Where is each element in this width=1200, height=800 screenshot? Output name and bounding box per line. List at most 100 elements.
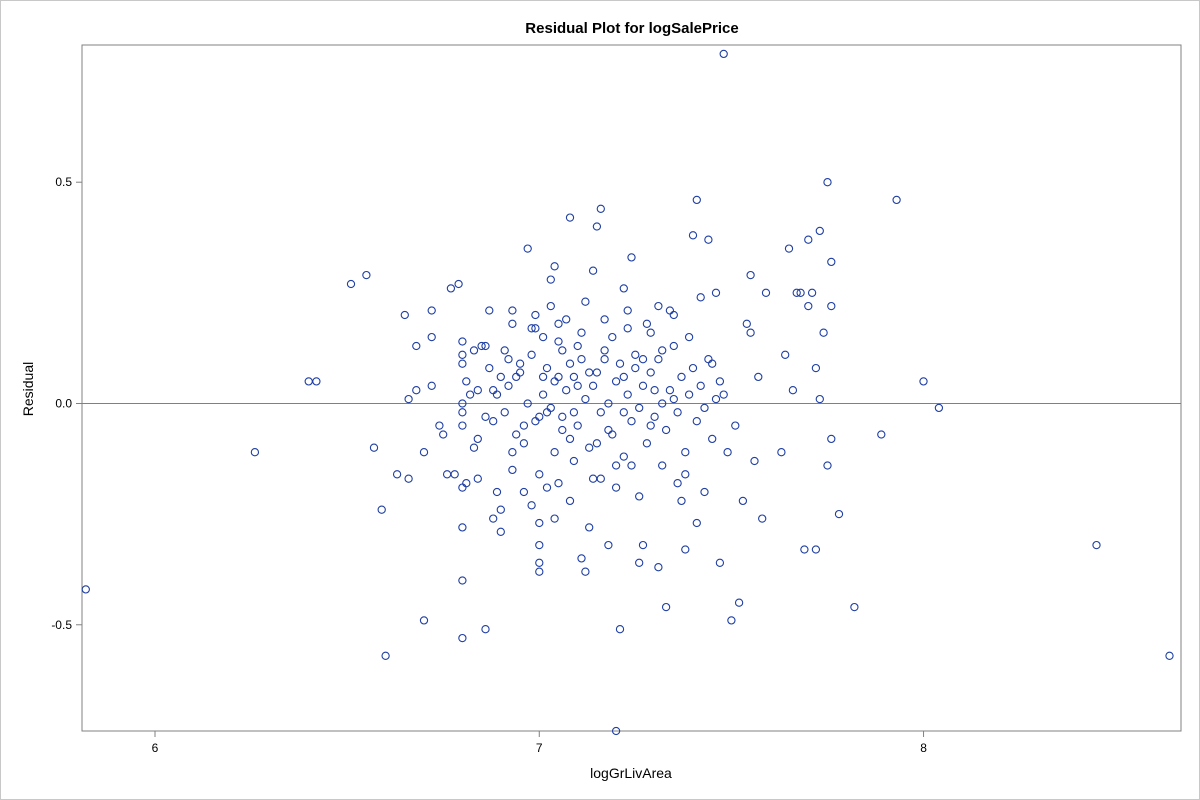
data-point [477,341,486,351]
data-point [515,359,525,368]
data-point [681,448,690,457]
data-point [538,372,548,382]
data-point [508,319,517,328]
data-point [761,288,771,297]
data-point [604,540,613,550]
data-point [573,381,582,390]
data-point [458,359,467,368]
y-axis-label: Residual [20,362,36,416]
data-point [711,394,721,404]
data-point [496,505,505,514]
data-point [458,633,467,643]
data-point [473,434,482,444]
data-point [508,448,517,457]
data-point [684,332,694,342]
data-point [481,625,490,634]
data-point [585,523,594,532]
x-tick-label: 8 [920,741,927,755]
data-point [669,310,678,320]
data-point [804,301,813,311]
data-point [400,310,409,320]
data-point [554,337,563,346]
data-point [727,616,736,625]
data-point [815,394,824,404]
data-point [519,439,529,448]
data-point [827,301,836,311]
data-point [577,355,586,364]
data-point [758,514,767,523]
data-point [934,403,944,413]
data-point [611,461,621,470]
data-point [458,399,467,408]
data-point [392,470,402,479]
data-point [635,558,644,567]
data-point [508,465,517,475]
data-point [834,509,844,519]
data-point [827,434,836,444]
data-point [677,372,686,382]
data-point [650,386,659,395]
data-point [646,328,655,337]
data-point [619,452,628,461]
data-point [558,412,567,421]
data-point [458,421,467,430]
data-point [527,324,536,333]
data-point [485,363,494,373]
data-point [562,315,571,324]
data-point [635,403,644,413]
data-point [565,359,575,368]
data-point [535,567,544,576]
data-point [469,443,479,452]
data-point [611,726,621,736]
y-tick-label: 0.5 [55,175,72,189]
data-point [635,492,644,501]
data-point [746,270,755,280]
data-point [535,518,544,528]
data-point [642,439,652,448]
data-point [569,408,579,417]
data-point [489,514,498,523]
data-point [558,425,567,435]
data-point [600,315,609,324]
data-point [800,545,809,554]
data-point [577,328,586,337]
data-point [427,381,436,390]
data-point [734,598,744,607]
data-point [673,408,682,417]
data-point [412,341,421,351]
data-point [619,284,628,293]
data-point [462,377,471,386]
data-point [581,567,590,576]
data-point [346,279,356,289]
data-point [623,390,632,399]
data-point [781,350,790,359]
data-point [496,527,505,536]
data-point [700,403,709,413]
data-point [500,346,509,355]
data-point [515,368,525,377]
data-point [627,253,636,262]
data-point [531,324,540,333]
data-point [661,602,671,612]
data-point [312,377,321,386]
data-point [623,324,632,333]
data-point [538,390,548,399]
data-point [458,523,467,532]
data-point [523,244,532,253]
data-point [588,474,598,483]
data-point [462,479,471,488]
data-point [496,372,505,382]
data-point [492,390,502,399]
data-point [684,390,694,399]
data-point [665,386,675,395]
data-point [608,332,617,342]
data-point [796,288,805,297]
data-point [519,421,529,430]
data-point [827,257,836,267]
data-point [638,381,648,390]
data-point [412,386,421,395]
data-point [531,310,540,320]
data-point [819,328,828,337]
data-point [742,319,751,328]
data-point [746,328,755,337]
